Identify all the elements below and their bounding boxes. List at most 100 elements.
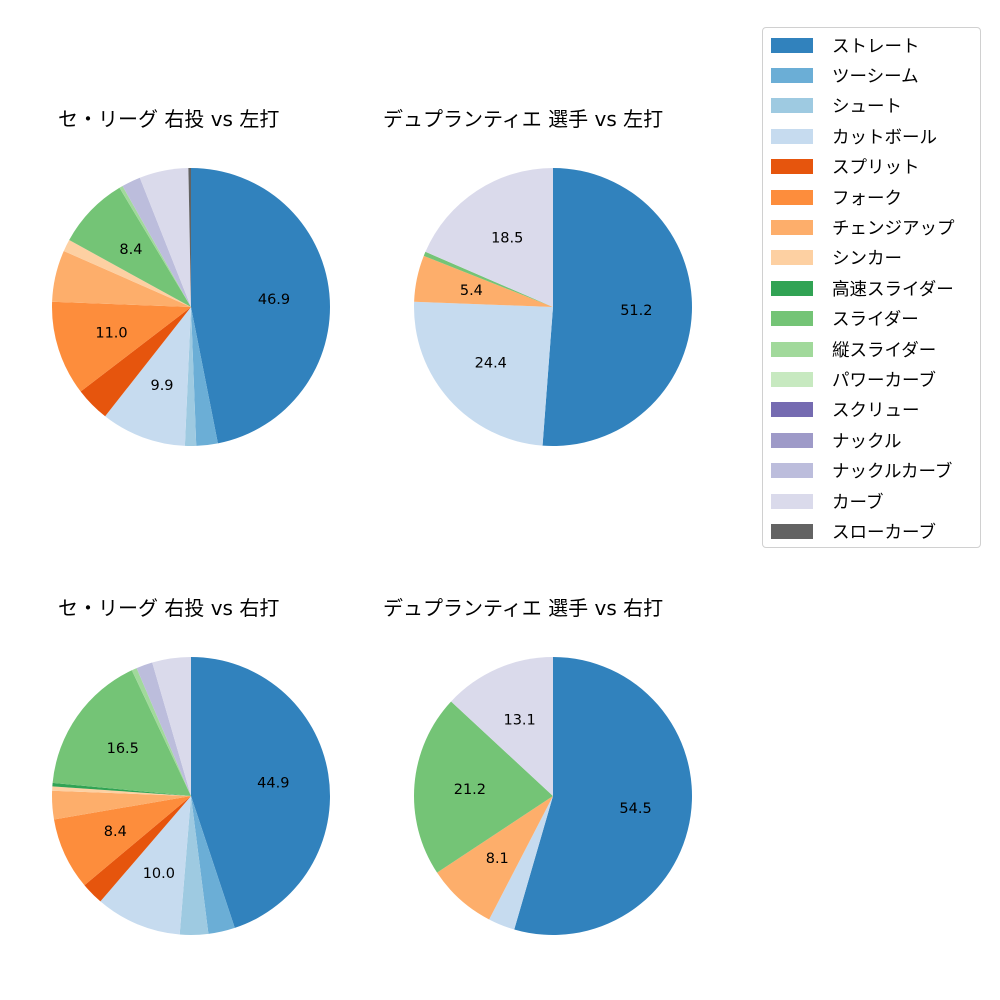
legend-swatch [771, 128, 813, 144]
chart-title-bottom-right: デュプランティエ 選手 vs 右打 [383, 596, 664, 620]
pie-slice [84, 796, 191, 902]
pie-slice [184, 307, 197, 447]
pie-slice [489, 796, 553, 930]
legend-label: カットボール [832, 127, 937, 148]
legend-swatch [771, 250, 813, 266]
legend-item: カーブ [771, 490, 884, 513]
pie-bottom-left: 44.9 10.0 8.4 16.5 [52, 657, 330, 935]
pie-slice-label: 51.2 [620, 303, 652, 319]
legend-label: スライダー [832, 310, 919, 331]
legend-swatch [771, 341, 813, 357]
legend: ストレート ツーシーム シュート カットボール スプリット フォーク チェンジアップ シンカー… [762, 27, 981, 548]
pie-top-left: 46.9 9.9 11.0 8.4 [51, 168, 331, 447]
pie-slice-label: 16.5 [107, 741, 139, 757]
legend-item: カットボール [771, 125, 937, 148]
legend-item: 高速スライダー [771, 277, 954, 300]
legend-swatch [771, 98, 813, 114]
pie-slice [136, 662, 191, 796]
pie-slice [119, 186, 191, 307]
legend-swatch [771, 371, 813, 387]
pie-slice [100, 796, 191, 935]
pie-slice-label: 5.4 [460, 283, 483, 299]
pie-bottom-right: 54.5 8.1 21.2 13.1 [414, 657, 692, 935]
pie-slice [414, 255, 553, 307]
legend-label: シュート [832, 97, 902, 118]
legend-label: スクリュー [832, 401, 920, 422]
pie-slice-label: 8.1 [486, 851, 509, 867]
pie-slice [69, 187, 191, 307]
pie-slice [52, 790, 191, 820]
legend-label: パワーカーブ [832, 370, 936, 391]
pie-slice [413, 301, 553, 446]
pie-slice [423, 251, 553, 307]
legend-swatch [771, 189, 813, 205]
pie-slice [122, 177, 191, 307]
legend-label: 高速スライダー [832, 279, 954, 300]
pie-slice [514, 657, 692, 935]
legend-label: フォーク [832, 188, 902, 209]
pie-slice [53, 796, 192, 886]
pie-slice [80, 307, 191, 417]
legend-item: ナックルカーブ [771, 460, 952, 482]
legend-item: ナックル [771, 429, 902, 452]
pie-slice [437, 796, 553, 920]
pie-slice-label: 24.4 [475, 356, 507, 372]
chart-title-top-left: セ・リーグ 右投 vs 左打 [58, 107, 280, 131]
legend-label: カーブ [832, 492, 884, 513]
legend-item: スローカーブ [771, 520, 936, 543]
chart-title-bottom-left: セ・リーグ 右投 vs 右打 [58, 596, 280, 620]
legend-label: スローカーブ [832, 522, 936, 543]
pie-slice [63, 240, 191, 307]
pie-slice [51, 301, 191, 392]
pie-slice-label: 10.0 [143, 866, 175, 882]
pie-slice [105, 307, 191, 446]
pie-slice [179, 796, 209, 935]
pie-slice-label: 46.9 [258, 292, 290, 308]
pie-slice [52, 250, 192, 307]
pie-slice [191, 307, 218, 446]
pie-slice [188, 168, 191, 307]
legend-swatch [771, 67, 813, 83]
legend-swatch [771, 402, 813, 418]
legend-item: スプリット [771, 156, 920, 178]
pie-slice [451, 657, 553, 796]
legend-swatch [771, 463, 813, 479]
legend-item: チェンジアップ [771, 216, 955, 239]
legend-swatch [771, 523, 813, 539]
pie-slice [425, 168, 553, 307]
legend-swatch [771, 219, 813, 235]
pie-slice-label: 9.9 [150, 378, 173, 394]
pie-slice [52, 782, 191, 796]
legend-swatch [771, 311, 813, 327]
pie-slice-label: 8.4 [104, 824, 127, 840]
pie-slice [414, 701, 553, 873]
pie-slice [191, 796, 235, 934]
legend-swatch [771, 37, 813, 53]
legend-item: フォーク [771, 186, 902, 209]
chart-title-top-right: デュプランティエ 選手 vs 左打 [383, 107, 664, 131]
legend-swatch [771, 280, 813, 296]
pie-slice [52, 786, 192, 796]
pie-slice-label: 44.9 [257, 776, 289, 792]
legend-label: ツーシーム [832, 66, 919, 87]
pie-slice-label: 18.5 [491, 230, 523, 246]
pie-slice [131, 668, 191, 796]
pie-slice-label: 21.2 [454, 782, 486, 798]
pie-slice [52, 670, 192, 796]
legend-swatch [771, 159, 813, 175]
pie-slice [542, 168, 692, 446]
pie-slice-label: 54.5 [619, 801, 651, 817]
legend-label: スプリット [832, 158, 920, 179]
legend-item: スライダー [771, 308, 919, 330]
legend-label: チェンジアップ [832, 218, 955, 239]
pie-slice [139, 168, 191, 307]
pie-top-right: 51.2 24.4 5.4 18.5 [413, 168, 692, 446]
pie-slice [152, 657, 191, 796]
legend-label: ナックル [832, 431, 902, 452]
pie-slice-label: 11.0 [95, 325, 127, 341]
legend-swatch [771, 493, 813, 509]
legend-label: 縦スライダー [832, 340, 937, 361]
legend-item: シンカー [771, 247, 902, 269]
pie-slice [191, 657, 330, 928]
legend-label: シンカー [832, 249, 902, 270]
